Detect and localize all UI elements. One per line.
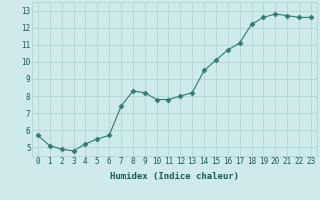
X-axis label: Humidex (Indice chaleur): Humidex (Indice chaleur) (110, 172, 239, 181)
